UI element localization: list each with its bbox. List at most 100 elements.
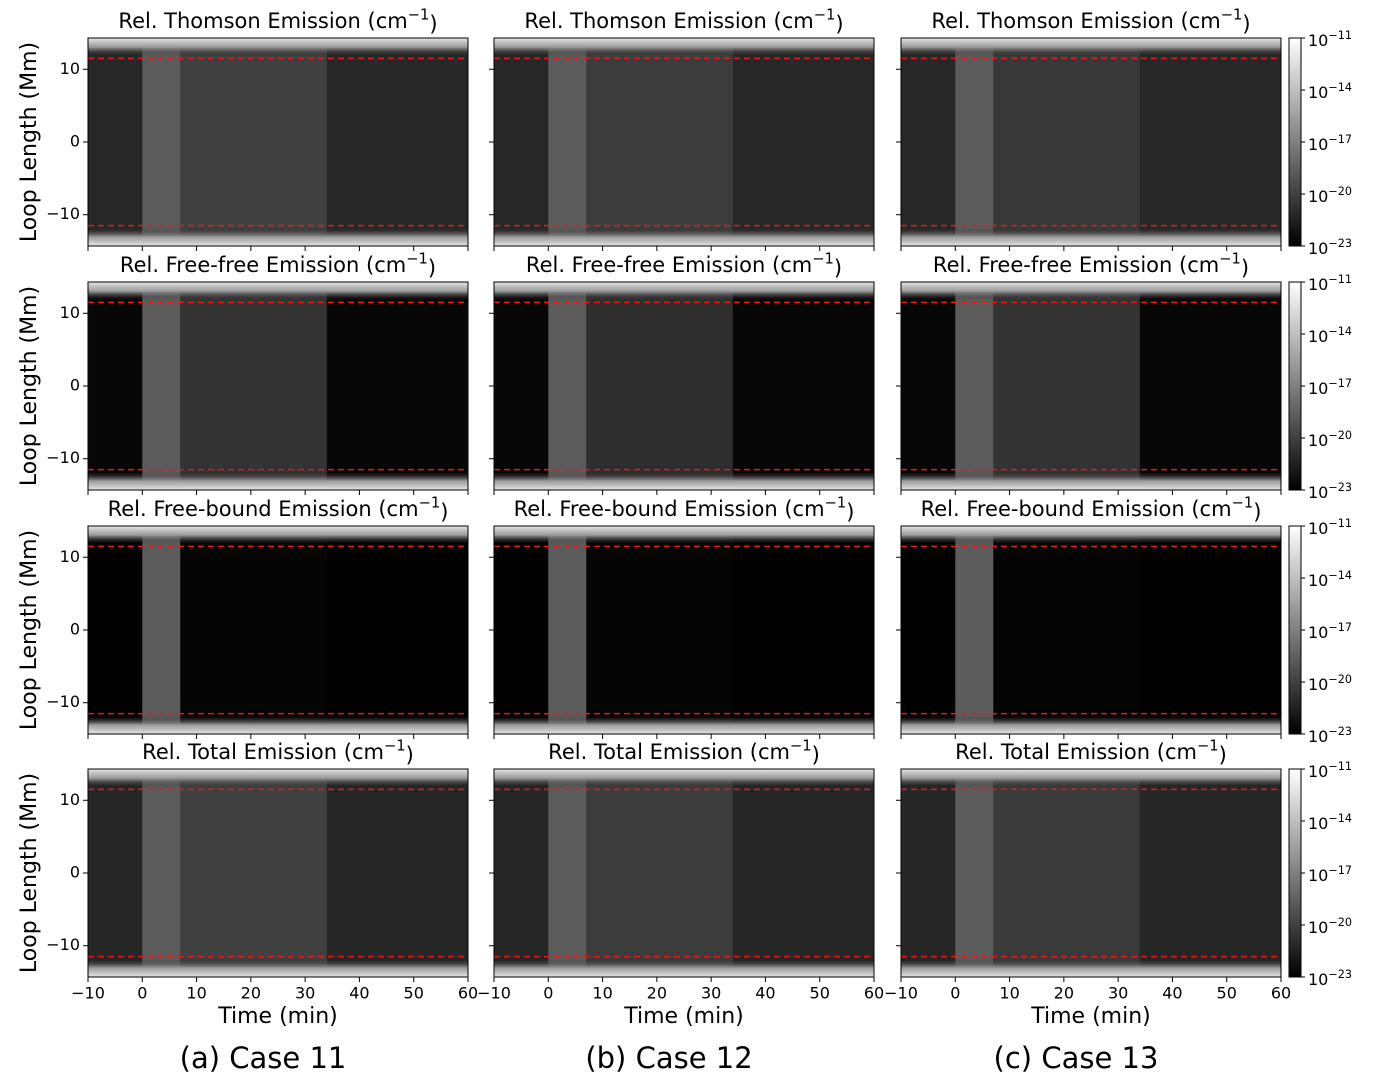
y-tick-label: 0 — [70, 376, 80, 395]
heatmap-edge — [494, 526, 874, 545]
x-tick-label: −10 — [71, 984, 105, 1003]
heatmap-region — [586, 289, 733, 483]
y-tick-label: 10 — [60, 303, 80, 322]
colorbar-tick-label: 10−11 — [1308, 29, 1352, 50]
heatmap-edge — [494, 38, 874, 57]
heatmap-region — [993, 289, 1140, 483]
heatmap-edge — [494, 282, 874, 301]
heatmap-region — [993, 533, 1140, 727]
heatmap — [901, 526, 1281, 734]
heatmap-region — [180, 289, 327, 483]
panel-title: Rel. Free-free Emission (cm−1) — [933, 250, 1249, 279]
x-tick-label: 0 — [543, 984, 553, 1003]
x-tick-label: 10 — [999, 984, 1019, 1003]
panel-title: Rel. Thomson Emission (cm−1) — [118, 6, 437, 35]
y-tick-label: 10 — [60, 59, 80, 78]
heatmap-region — [180, 45, 327, 239]
panel-title: Rel. Free-bound Emission (cm−1) — [108, 494, 449, 523]
heatmap-edge — [494, 227, 874, 246]
colorbar-tick-label: 10−17 — [1308, 621, 1352, 642]
colorbar-tick-label: 10−20 — [1308, 429, 1352, 450]
heatmap-edge — [494, 958, 874, 977]
y-tick-label: −10 — [46, 204, 80, 223]
y-tick-label: 10 — [60, 547, 80, 566]
colorbar-tick-label: 10−14 — [1308, 325, 1352, 346]
heatmap — [88, 282, 468, 490]
heatmap — [494, 526, 874, 734]
colorbar — [1288, 37, 1302, 247]
x-tick-label: 60 — [458, 984, 478, 1003]
heatmap-region — [586, 776, 733, 970]
colorbar-tick-label: 10−23 — [1308, 481, 1352, 502]
x-axis-label: Time (min) — [1030, 1004, 1151, 1029]
heatmap-edge — [901, 526, 1281, 545]
x-axis-label: Time (min) — [217, 1004, 338, 1029]
x-tick-label: 0 — [950, 984, 960, 1003]
heatmap-region — [548, 527, 587, 733]
heatmap-edge — [88, 526, 468, 545]
heatmap-edge — [88, 471, 468, 490]
heatmap — [901, 282, 1281, 490]
heatmap — [901, 769, 1281, 977]
y-tick-label: −10 — [46, 448, 80, 467]
y-tick-label: 0 — [70, 132, 80, 151]
heatmap-edge — [494, 769, 874, 788]
colorbar-tick-label: 10−14 — [1308, 569, 1352, 590]
heatmap-edge — [88, 282, 468, 301]
heatmap-edge — [494, 715, 874, 734]
x-tick-label: 40 — [349, 984, 369, 1003]
colorbar-tick-label: 10−11 — [1308, 760, 1352, 781]
panel-caption: (b) Case 12 — [585, 1041, 752, 1075]
heatmap — [88, 769, 468, 977]
heatmap — [494, 769, 874, 977]
heatmap-edge — [88, 769, 468, 788]
x-tick-label: 40 — [1162, 984, 1182, 1003]
heatmap — [494, 38, 874, 246]
panel-title: Rel. Thomson Emission (cm−1) — [524, 6, 843, 35]
x-tick-label: −10 — [884, 984, 918, 1003]
colorbar-tick-label: 10−11 — [1308, 517, 1352, 538]
x-tick-label: 60 — [864, 984, 884, 1003]
x-tick-label: 20 — [241, 984, 261, 1003]
colorbar-tick-label: 10−17 — [1308, 377, 1352, 398]
x-tick-label: 60 — [1271, 984, 1291, 1003]
panel-title: Rel. Thomson Emission (cm−1) — [931, 6, 1250, 35]
heatmap-region — [142, 770, 181, 976]
heatmap-region — [142, 527, 181, 733]
x-tick-label: 40 — [755, 984, 775, 1003]
y-axis-label: Loop Length (Mm) — [17, 773, 42, 973]
heatmap-region — [955, 527, 994, 733]
heatmap-edge — [494, 471, 874, 490]
heatmap-region — [180, 776, 327, 970]
colorbar-tick-label: 10−11 — [1308, 273, 1352, 294]
heatmap-edge — [901, 282, 1281, 301]
x-tick-label: 20 — [647, 984, 667, 1003]
colorbar-tick-label: 10−20 — [1308, 185, 1352, 206]
panel-title: Rel. Total Emission (cm−1) — [955, 737, 1227, 766]
colorbar — [1288, 768, 1302, 978]
x-tick-label: 10 — [592, 984, 612, 1003]
heatmap-region — [142, 39, 181, 245]
y-axis-label: Loop Length (Mm) — [17, 42, 42, 242]
colorbar-tick-label: 10−14 — [1308, 81, 1352, 102]
heatmap-region — [586, 45, 733, 239]
y-tick-label: −10 — [46, 935, 80, 954]
x-tick-label: 50 — [810, 984, 830, 1003]
heatmap-region — [142, 283, 181, 489]
y-tick-label: −10 — [46, 692, 80, 711]
heatmap-region — [586, 533, 733, 727]
heatmap-edge — [88, 227, 468, 246]
x-tick-label: 30 — [295, 984, 315, 1003]
heatmap — [494, 282, 874, 490]
y-axis-label: Loop Length (Mm) — [17, 530, 42, 730]
heatmap — [88, 38, 468, 246]
heatmap-edge — [901, 958, 1281, 977]
heatmap — [901, 38, 1281, 246]
panel-title: Rel. Total Emission (cm−1) — [142, 737, 414, 766]
x-tick-label: 10 — [186, 984, 206, 1003]
heatmap-region — [955, 39, 994, 245]
heatmap-region — [180, 533, 327, 727]
colorbar — [1288, 281, 1302, 491]
panel-title: Rel. Total Emission (cm−1) — [548, 737, 820, 766]
